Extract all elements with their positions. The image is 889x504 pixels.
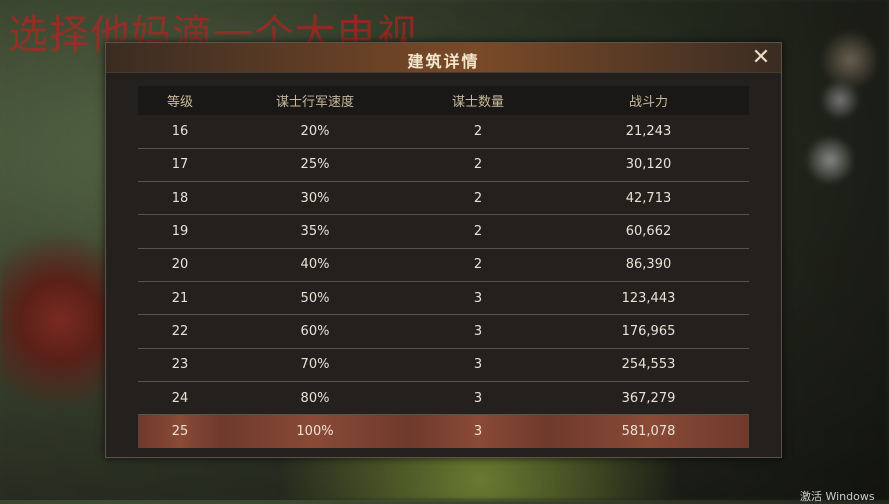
combat-power-cell: 21,243 — [548, 115, 749, 149]
crossed-swords-close-icon: ✕ — [751, 45, 771, 70]
building-details-dialog: 建筑详情 ✕ 等级 谋士行军速度 谋士数量 战斗力 16 20% 2 21,243 17… — [105, 42, 782, 458]
header-march-speed: 谋士行军速度 — [222, 86, 408, 115]
level-cell: 22 — [138, 314, 222, 349]
advisor-count-cell: 2 — [408, 248, 548, 282]
table-row: 16 20% 2 21,243 — [138, 115, 749, 149]
advisor-count-cell: 2 — [408, 181, 548, 216]
advisor-count-cell: 2 — [408, 214, 548, 249]
march-speed-cell: 25% — [222, 148, 408, 183]
close-button[interactable]: ✕ — [749, 46, 773, 70]
level-cell: 17 — [138, 148, 222, 183]
table-row: 19 35% 2 60,662 — [138, 214, 749, 249]
combat-power-cell: 254,553 — [548, 348, 749, 382]
combat-power-cell: 42,713 — [548, 181, 749, 216]
march-speed-cell: 40% — [222, 248, 408, 282]
march-speed-cell: 20% — [222, 115, 408, 149]
level-table: 等级 谋士行军速度 谋士数量 战斗力 16 20% 2 21,243 17 25% 2 30,… — [138, 86, 749, 448]
table-row: 24 80% 3 367,279 — [138, 381, 749, 416]
level-cell: 23 — [138, 348, 222, 382]
level-cell: 25 — [138, 414, 222, 448]
combat-power-cell: 30,120 — [548, 148, 749, 183]
header-advisor-count: 谋士数量 — [408, 86, 548, 115]
header-level: 等级 — [138, 86, 222, 115]
march-speed-cell: 80% — [222, 381, 408, 416]
table-row: 22 60% 3 176,965 — [138, 314, 749, 349]
dialog-title: 建筑详情 — [407, 52, 480, 71]
table-row: 18 30% 2 42,713 — [138, 181, 749, 216]
advisor-count-cell: 3 — [408, 314, 548, 349]
combat-power-cell: 176,965 — [548, 314, 749, 349]
advisor-count-cell: 3 — [408, 281, 548, 316]
march-speed-cell: 70% — [222, 348, 408, 382]
march-speed-cell: 35% — [222, 214, 408, 249]
march-speed-cell: 50% — [222, 281, 408, 316]
advisor-count-cell: 2 — [408, 148, 548, 183]
table-row: 17 25% 2 30,120 — [138, 148, 749, 183]
combat-power-cell: 123,443 — [548, 281, 749, 316]
combat-power-cell: 60,662 — [548, 214, 749, 249]
table-row: 20 40% 2 86,390 — [138, 248, 749, 282]
advisor-count-cell: 3 — [408, 348, 548, 382]
level-cell: 18 — [138, 181, 222, 216]
table-row: 21 50% 3 123,443 — [138, 281, 749, 316]
march-speed-cell: 100% — [222, 414, 408, 448]
level-cell: 19 — [138, 214, 222, 249]
header-combat-power: 战斗力 — [548, 86, 749, 115]
windows-activation-notice: 激活 Windows — [800, 490, 875, 503]
combat-power-cell: 581,078 — [548, 414, 749, 448]
combat-power-cell: 367,279 — [548, 381, 749, 416]
level-cell: 21 — [138, 281, 222, 316]
level-cell: 24 — [138, 381, 222, 416]
level-cell: 16 — [138, 115, 222, 149]
combat-power-cell: 86,390 — [548, 248, 749, 282]
table-row: 25 100% 3 581,078 — [138, 414, 749, 448]
march-speed-cell: 30% — [222, 181, 408, 216]
march-speed-cell: 60% — [222, 314, 408, 349]
advisor-count-cell: 3 — [408, 381, 548, 416]
advisor-count-cell: 3 — [408, 414, 548, 448]
advisor-count-cell: 2 — [408, 115, 548, 149]
table-header-row: 等级 谋士行军速度 谋士数量 战斗力 — [138, 86, 749, 115]
level-cell: 20 — [138, 248, 222, 282]
table-row: 23 70% 3 254,553 — [138, 348, 749, 382]
dialog-header: 建筑详情 ✕ — [106, 43, 781, 73]
